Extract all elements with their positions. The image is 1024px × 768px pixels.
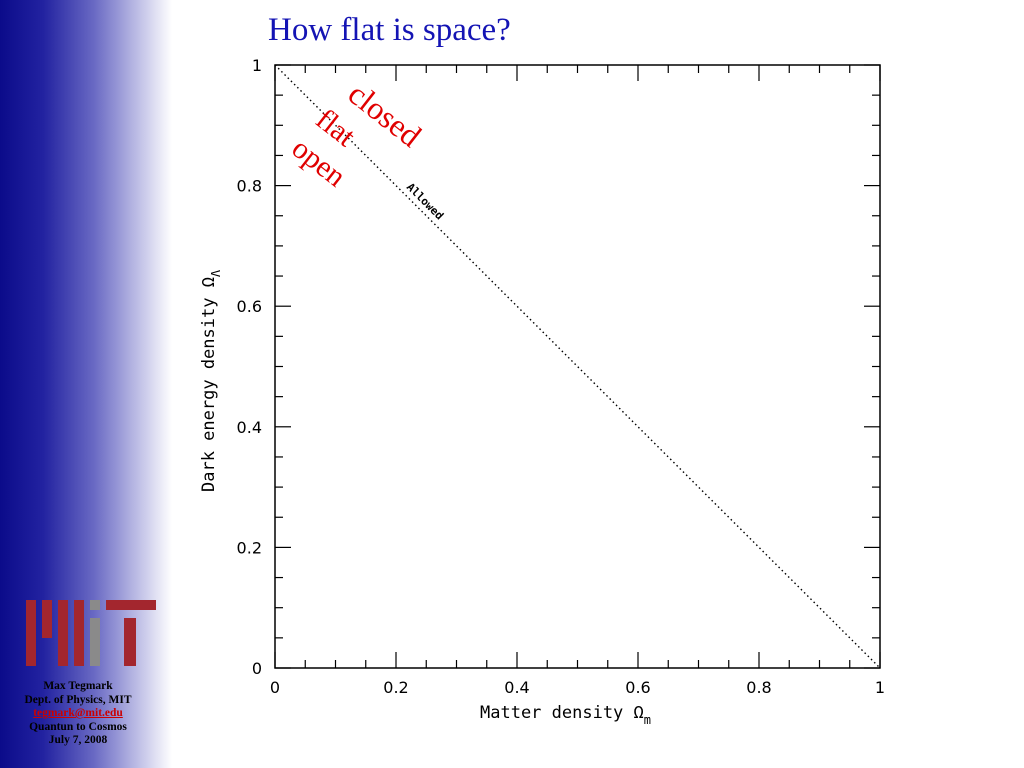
flatness-chart: 0 0.2 0.4 0.6 0.8 1 0 0.2 0.4 0.6 0.8 1 Allowed Ma…	[199, 56, 885, 727]
y-tick-label: 0.4	[237, 418, 262, 437]
x-tick-label: 0	[270, 678, 280, 697]
y-tick-label: 0	[252, 659, 262, 678]
y-tick-label: 0.2	[237, 538, 262, 557]
x-tick-label: 1	[875, 678, 885, 697]
author-dept: Dept. of Physics, MIT	[24, 693, 132, 706]
x-tick-labels: 0 0.2 0.4 0.6 0.8 1	[270, 678, 885, 697]
y-tick-label: 0.6	[237, 297, 262, 316]
plot-frame	[274, 64, 881, 669]
talk-date: July 7, 2008	[48, 734, 108, 746]
mit-logo-icon	[26, 600, 156, 666]
slide-title: How flat is space?	[268, 12, 511, 48]
y-axis-label: Dark energy density ΩΛ	[199, 269, 223, 492]
closed-annotation: closed	[342, 75, 429, 154]
x-tick-label: 0.8	[746, 678, 771, 697]
y-tick-label: 0.8	[237, 177, 262, 196]
author-email-link[interactable]: tegmark@mit.edu	[33, 707, 123, 719]
talk-title: Quantun to Cosmos	[29, 720, 127, 733]
sidebar: Max Tegmark Dept. of Physics, MIT tegmar…	[0, 0, 172, 768]
x-tick-label: 0.4	[504, 678, 529, 697]
y-tick-label: 1	[252, 56, 262, 75]
author-name: Max Tegmark	[43, 680, 113, 692]
x-tick-label: 0.6	[625, 678, 650, 697]
credits: Max Tegmark Dept. of Physics, MIT tegmar…	[0, 680, 156, 748]
allowed-flat-line	[274, 64, 881, 669]
x-axis-label: Matter density Ωm	[480, 703, 651, 727]
y-tick-labels: 0 0.2 0.4 0.6 0.8 1	[237, 56, 262, 678]
x-tick-label: 0.2	[383, 678, 408, 697]
allowed-label: Allowed	[404, 181, 446, 223]
